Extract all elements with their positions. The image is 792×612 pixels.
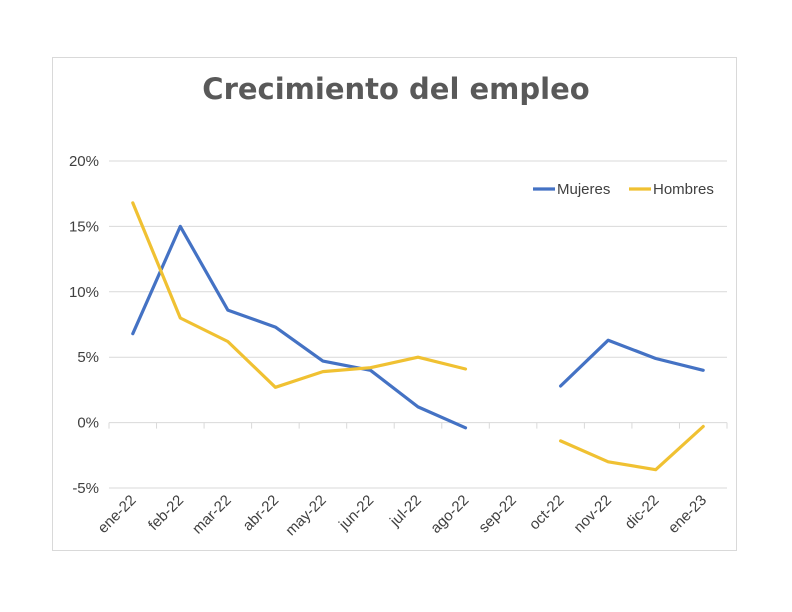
x-tick-label: ene-23 [665,492,710,537]
x-tick-label: mar-22 [189,492,235,538]
legend-label: Hombres [653,181,714,198]
y-tick-label: 5% [77,349,99,366]
x-tick-label: oct-22 [526,492,568,534]
x-tick-label: dic-22 [622,492,663,533]
series-line [559,424,705,472]
x-tick-label: ago-22 [427,492,472,537]
series-line [559,338,705,388]
chart-area: Crecimiento del empleo -5% 0% 5% 10% 15% 20% … [52,57,737,551]
x-tick-label: nov-22 [571,492,615,536]
y-tick-label: 0% [77,415,99,432]
line-chart: Crecimiento del empleo -5%0%5%10%15%20% … [69,72,728,539]
x-tick-label: may-22 [282,492,329,539]
series-lines [131,201,705,472]
x-axis-ticks: ene-22 feb-22 mar-22 abr-22 may-22 jun-22 jul-… [95,492,711,539]
legend: Mujeres Hombres [533,181,714,198]
x-tick-label: abr-22 [240,492,283,535]
y-tick-label: 10% [69,284,99,301]
series-line [131,224,468,430]
y-tick-label: 20% [69,153,99,170]
y-tick-label: -5% [72,480,99,497]
legend-label: Mujeres [557,181,610,198]
series-hombres [131,201,705,472]
x-tick-label: ene-22 [95,492,140,537]
chart-title: Crecimiento del empleo [202,72,589,106]
x-tick-label: jun-22 [335,492,377,534]
x-tick-label: sep-22 [475,492,519,536]
x-axis [108,422,728,429]
y-tick-label: 15% [69,218,99,235]
y-axis-ticks: -5% 0% 5% 10% 15% 20% [69,153,99,497]
series-mujeres [131,224,705,430]
x-tick-label: feb-22 [145,492,187,534]
gridlines [109,160,727,489]
series-line [131,201,468,389]
x-tick-label: jul-22 [386,492,425,531]
